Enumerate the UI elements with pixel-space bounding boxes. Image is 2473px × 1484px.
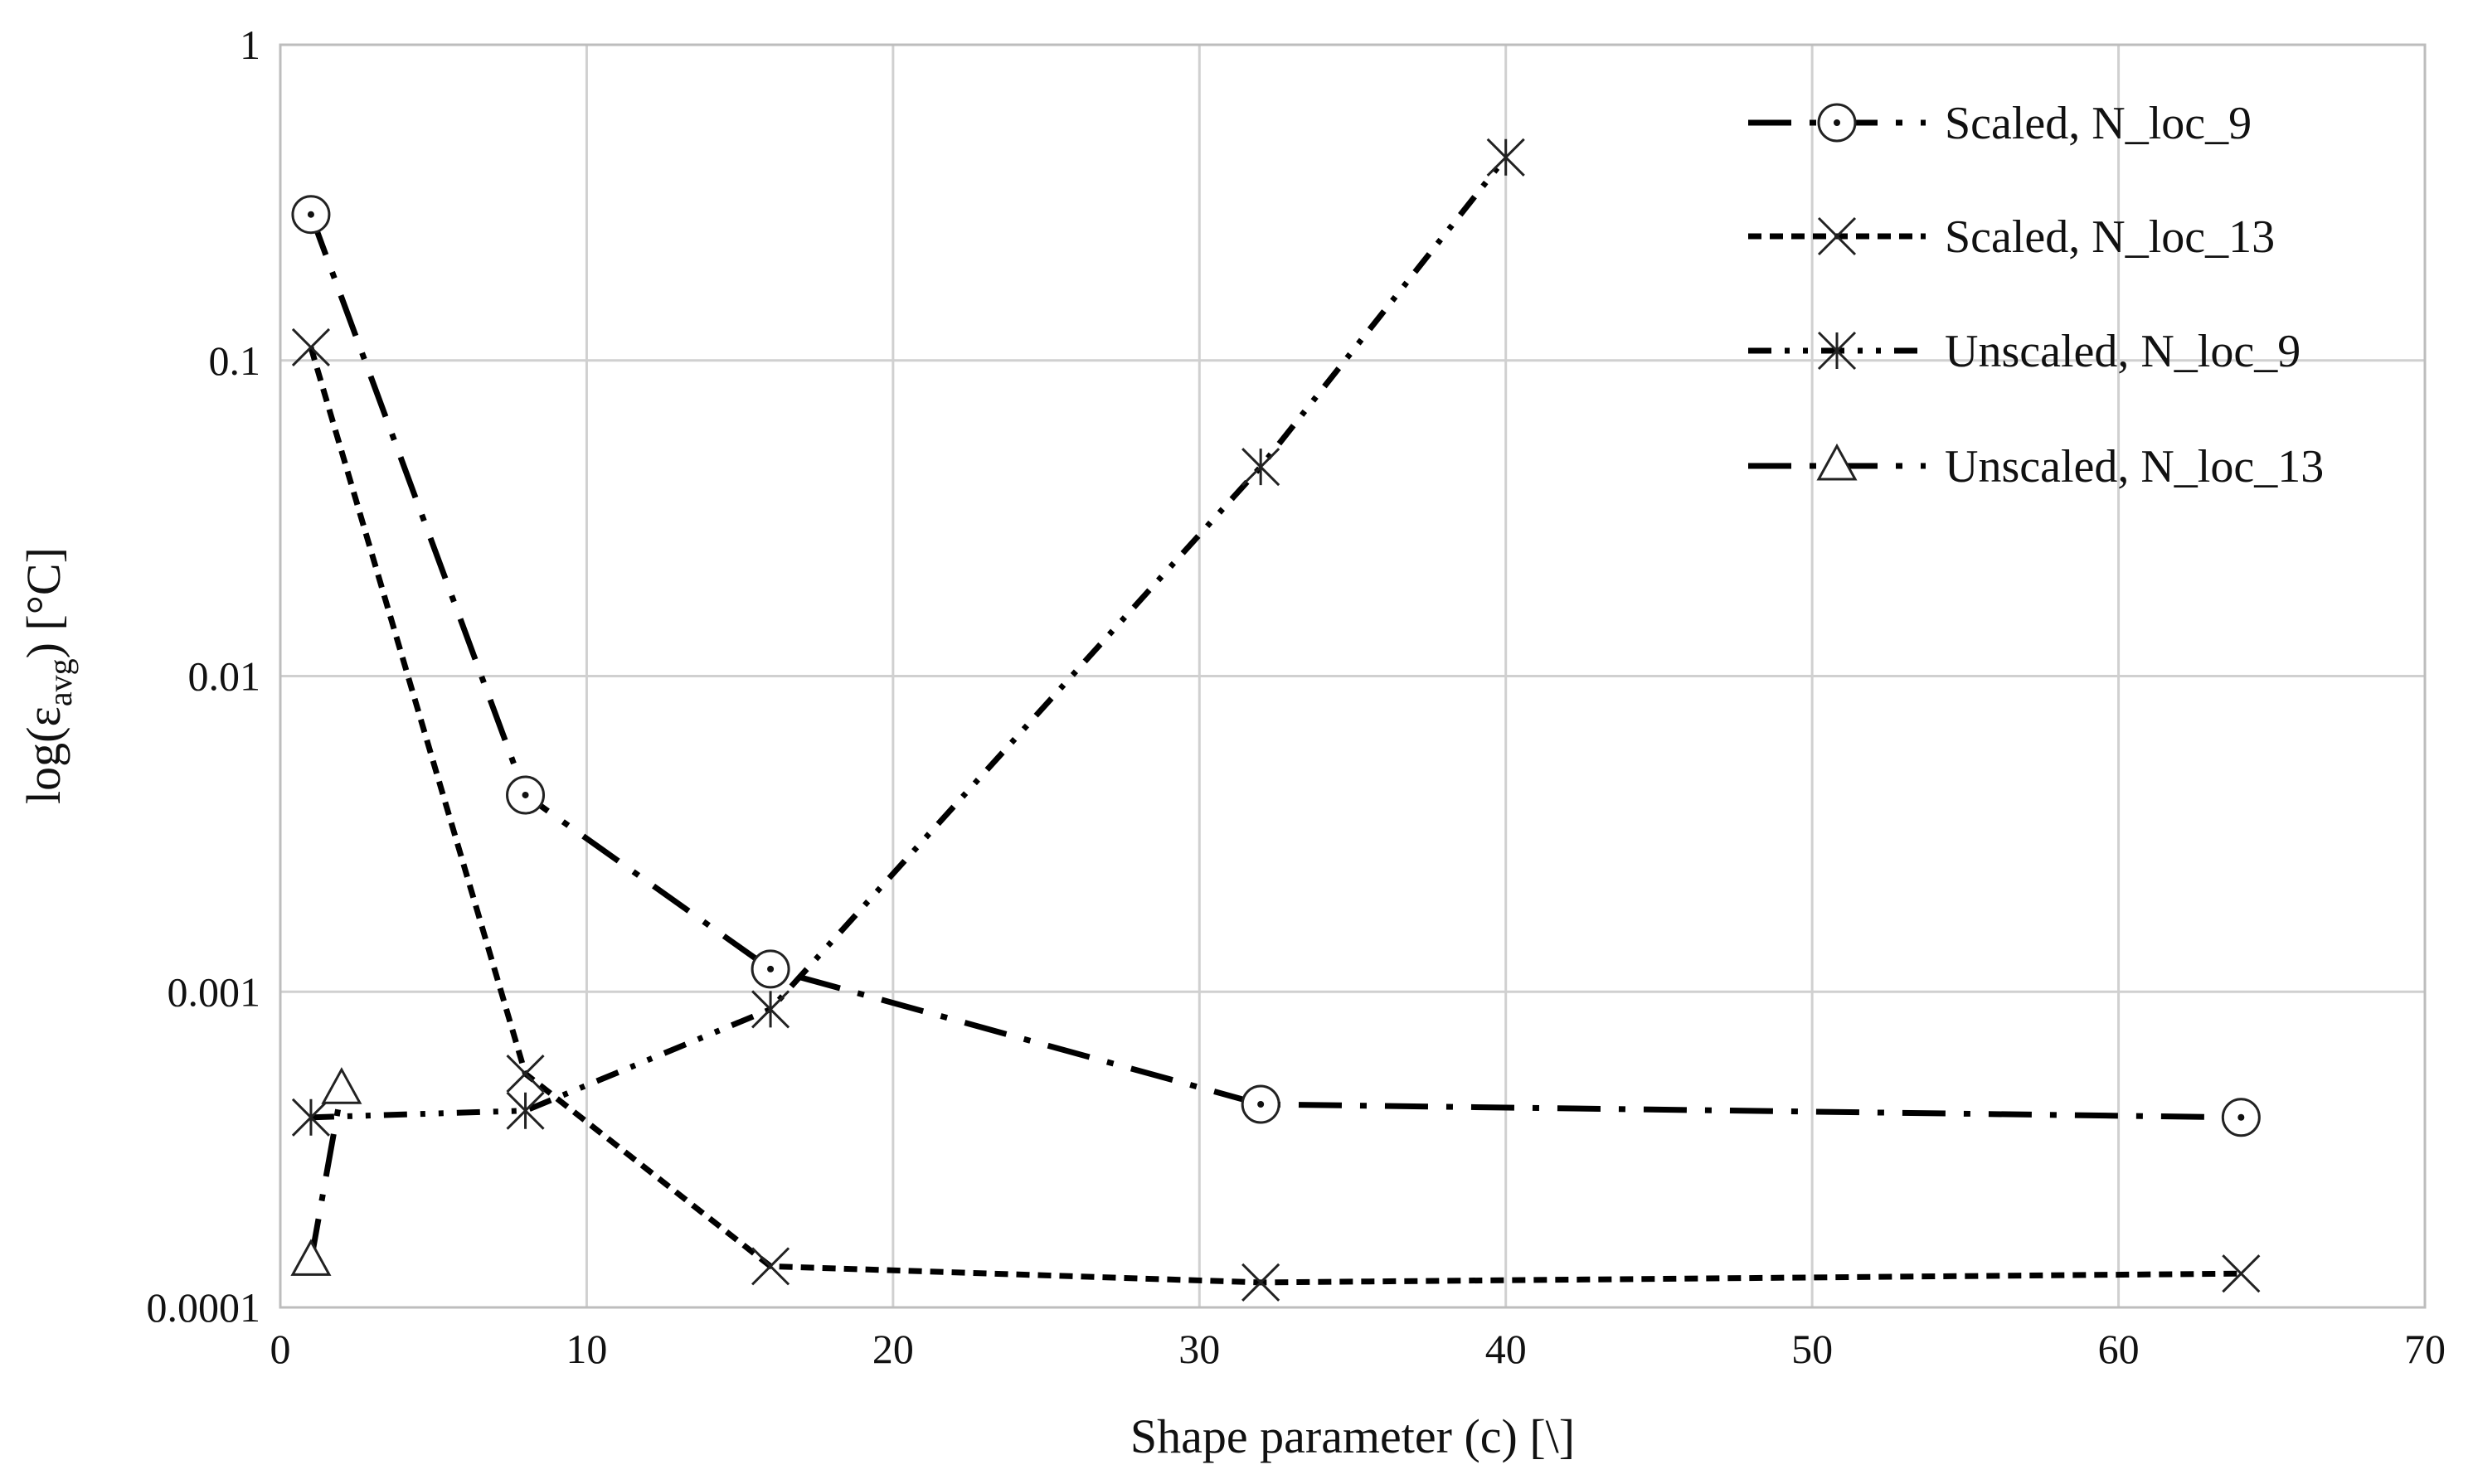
data-point-series-1 bbox=[506, 775, 546, 815]
data-point-series-2 bbox=[751, 1247, 790, 1286]
data-point-series-3 bbox=[1241, 448, 1280, 487]
y-tick-label: 0.0001 bbox=[147, 1284, 261, 1331]
legend-swatch-marker bbox=[1817, 216, 1857, 256]
plot-area-border bbox=[279, 43, 2427, 1309]
legend-label: Unscaled, N_loc_13 bbox=[1945, 441, 2324, 492]
y-tick-label: 0.1 bbox=[209, 337, 261, 384]
data-point-series-3 bbox=[291, 1098, 331, 1137]
legend: Scaled, N_loc_9 Scaled, N_loc_13 Unscaled,… bbox=[1748, 98, 2324, 492]
x-tick-label: 70 bbox=[2404, 1326, 2446, 1372]
data-point-series-3 bbox=[751, 990, 790, 1029]
legend-swatch-marker bbox=[1817, 331, 1857, 371]
legend-item-2: Scaled, N_loc_13 bbox=[1748, 211, 2275, 263]
data-point-series-1-dot bbox=[2237, 1113, 2245, 1121]
y-tick-label: 0.01 bbox=[188, 653, 261, 700]
data-point-series-1-dot bbox=[522, 791, 529, 798]
series-line-4 bbox=[308, 1089, 345, 1263]
data-point-series-2 bbox=[1241, 1263, 1280, 1302]
legend-label: Scaled, N_loc_9 bbox=[1945, 98, 2252, 149]
data-point-series-4 bbox=[290, 1239, 332, 1276]
legend-item-4: Unscaled, N_loc_13 bbox=[1748, 441, 2324, 492]
legend-label: Scaled, N_loc_13 bbox=[1945, 211, 2275, 263]
y-tick-label: 1 bbox=[240, 22, 260, 68]
y-axis-title-subscript: avg bbox=[41, 658, 79, 706]
x-tick-label: 20 bbox=[872, 1326, 914, 1372]
x-axis-title: Shape parameter (c) [\] bbox=[1130, 1409, 1575, 1463]
data-point-series-1 bbox=[2221, 1098, 2261, 1137]
data-point-series-2 bbox=[291, 327, 331, 367]
legend-swatch-marker bbox=[1817, 103, 1857, 143]
data-point-series-1-dot bbox=[1257, 1101, 1265, 1108]
data-point-series-2 bbox=[2222, 1254, 2261, 1293]
series-line-1 bbox=[308, 213, 2242, 1121]
data-point-series-4 bbox=[321, 1067, 362, 1104]
x-tick-label: 50 bbox=[1791, 1326, 1833, 1372]
x-tick-labels: 0 10 20 30 40 50 60 70 bbox=[270, 1326, 2446, 1372]
x-tick-label: 60 bbox=[2098, 1326, 2140, 1372]
data-point-series-3 bbox=[506, 1091, 545, 1130]
y-axis-title-main: log(ε bbox=[17, 706, 70, 804]
y-axis-title: log(εavg) [°C] bbox=[17, 547, 79, 804]
series-markers bbox=[290, 138, 2261, 1302]
data-point-series-1-dot bbox=[307, 211, 314, 218]
x-tick-label: 0 bbox=[270, 1326, 291, 1372]
legend-swatch-marker-dot bbox=[1834, 119, 1840, 126]
data-point-series-3 bbox=[1486, 138, 1525, 177]
y-tick-label: 0.001 bbox=[168, 968, 261, 1015]
data-point-series-1 bbox=[1241, 1084, 1280, 1124]
x-tick-label: 10 bbox=[566, 1326, 607, 1372]
x-tick-label: 40 bbox=[1485, 1326, 1527, 1372]
legend-swatch-marker bbox=[1816, 443, 1858, 481]
series-line-3 bbox=[310, 155, 1509, 1121]
legend-item-1: Scaled, N_loc_9 bbox=[1748, 98, 2252, 149]
legend-label: Unscaled, N_loc_9 bbox=[1945, 326, 2301, 377]
x-tick-label: 30 bbox=[1178, 1326, 1220, 1372]
data-point-series-1-dot bbox=[767, 965, 775, 972]
legend-item-3: Unscaled, N_loc_9 bbox=[1748, 326, 2301, 377]
data-point-series-2 bbox=[506, 1055, 545, 1094]
data-point-series-1 bbox=[751, 949, 790, 989]
y-tick-labels: 1 0.1 0.01 0.001 0.0001 bbox=[147, 22, 261, 1331]
y-axis-title-suffix: ) [°C] bbox=[17, 547, 70, 658]
data-point-series-1 bbox=[291, 195, 331, 235]
